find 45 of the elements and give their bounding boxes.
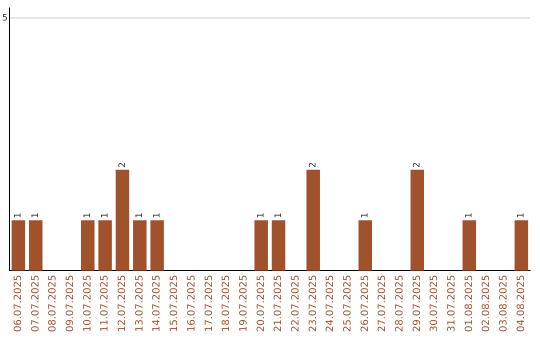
- x-tick-label: 03.08.2025: [498, 274, 510, 332]
- x-tick-label: 16.07.2025: [186, 274, 198, 332]
- data-label: 1: [31, 212, 42, 218]
- data-label: 2: [308, 162, 319, 168]
- data-label: 1: [360, 212, 371, 218]
- x-tick-label: 19.07.2025: [238, 274, 250, 332]
- data-label: 1: [83, 212, 94, 218]
- data-label: 2: [412, 162, 423, 168]
- y-tick-label: 5: [2, 13, 8, 24]
- x-tick-label: 22.07.2025: [290, 274, 302, 332]
- data-label: 1: [135, 212, 146, 218]
- x-tick-label: 21.07.2025: [273, 274, 284, 332]
- x-tick-label: 29.07.2025: [412, 274, 423, 332]
- x-tick-label: 24.07.2025: [325, 274, 336, 332]
- data-label: 2: [118, 162, 128, 168]
- x-tick-label: 10.07.2025: [82, 274, 94, 332]
- x-tick-label: 25.07.2025: [342, 274, 354, 332]
- x-tick-label: 02.08.2025: [481, 274, 492, 332]
- x-tick-label: 12.07.2025: [117, 274, 128, 332]
- x-tick-label: 09.07.2025: [65, 274, 76, 332]
- x-tick-label: 20.07.2025: [256, 274, 267, 332]
- data-label: 1: [274, 212, 284, 218]
- data-label: 1: [152, 212, 162, 218]
- x-tick-label: 08.07.2025: [48, 274, 59, 332]
- x-tick-label: 11.07.2025: [100, 274, 111, 332]
- x-tick-label: 27.07.2025: [377, 274, 388, 332]
- x-tick-label: 15.07.2025: [169, 274, 180, 332]
- x-tick-label: 28.07.2025: [394, 274, 406, 332]
- x-tick-label: 06.07.2025: [12, 274, 24, 332]
- x-tick-label: 18.07.2025: [221, 274, 232, 332]
- x-tick-label: 23.07.2025: [308, 274, 319, 332]
- x-tick-label: 30.07.2025: [429, 274, 440, 332]
- x-tick-label: 13.07.2025: [134, 274, 146, 332]
- data-label: 1: [516, 212, 527, 218]
- data-label: 1: [100, 212, 110, 218]
- x-tick-label: 14.07.2025: [152, 274, 163, 332]
- x-tick-label: 01.08.2025: [464, 274, 475, 332]
- data-label: 1: [14, 212, 24, 218]
- data-label: 1: [256, 212, 267, 218]
- data-label: 1: [464, 212, 475, 218]
- x-tick-label: 26.07.2025: [360, 274, 371, 332]
- x-tick-label: 04.08.2025: [516, 274, 527, 332]
- x-tick-label: 17.07.2025: [204, 274, 215, 332]
- x-tick-label: 07.07.2025: [30, 274, 42, 332]
- x-tick-label: 31.07.2025: [446, 274, 458, 332]
